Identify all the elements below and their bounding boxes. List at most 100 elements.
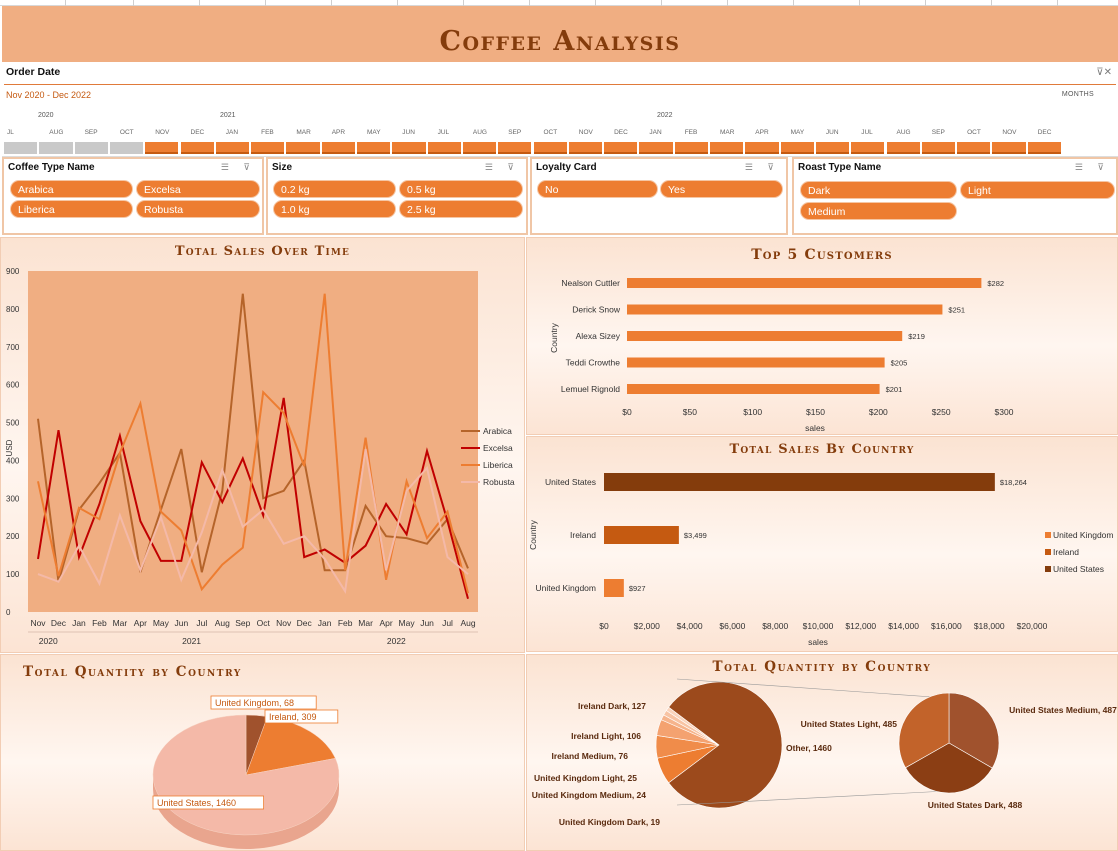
data-label: United Kingdom Dark, 19 [559,817,660,827]
multiselect-clear-icon[interactable]: ☰ ⊽ [744,162,780,172]
chip-light[interactable]: Light [960,181,1115,199]
timeline-segment-selected[interactable] [498,142,532,154]
x-tick-label: Jan [72,618,86,628]
title-banner: Coffee Analysis [2,6,1118,62]
bar [627,278,982,288]
chip-excelsa[interactable]: Excelsa [136,180,260,198]
timeline-segment-selected[interactable] [957,142,991,154]
order-date-timeline[interactable]: Order Date ⊽✕ Nov 2020 - Dec 2022 MONTHS… [2,62,1118,157]
x-tick-label: Jul [442,618,453,628]
timeline-segment-selected[interactable] [462,142,497,154]
chip-liberica[interactable]: Liberica [10,200,133,218]
column-divider [859,0,860,6]
multiselect-clear-icon[interactable]: ☰ ⊽ [484,162,520,172]
data-label: United States, 1460 [157,798,236,808]
x-tick-label: Feb [92,618,107,628]
column-divider [331,0,332,6]
timeline-segment[interactable] [39,142,73,154]
timeline-month: AUG [472,129,487,136]
timeline-segment[interactable] [4,142,38,154]
timeline-segment-selected[interactable] [886,142,920,154]
timeline-segment[interactable] [109,142,144,154]
timeline-month: APR [331,129,346,136]
timeline-level-dropdown[interactable]: MONTHS [1061,91,1094,98]
x-tick-label: Apr [379,618,392,628]
timeline-month: SEP [84,129,98,136]
column-divider [397,0,398,6]
data-label: Other, 1460 [786,743,832,753]
pie-slice-secondary [898,692,950,769]
timeline-segment-selected[interactable] [1027,142,1061,154]
page-title: Coffee Analysis [439,26,681,57]
x-tick-label: $0 [622,407,632,417]
timeline-segment-selected[interactable] [992,142,1026,154]
chip-0-2kg[interactable]: 0.2 kg [273,180,396,198]
timeline-segment-selected[interactable] [215,142,250,154]
chip-medium[interactable]: Medium [800,202,957,220]
chip-robusta[interactable]: Robusta [136,200,260,218]
timeline-segment-selected[interactable] [780,142,814,154]
y-tick-label: 400 [6,456,20,465]
timeline-segment-selected[interactable] [604,142,638,154]
timeline-segment-selected[interactable] [145,142,179,154]
timeline-segment-selected[interactable] [321,142,355,154]
quantity-pie-chart: United Kingdom, 68 Ireland, 309 United Sta… [152,695,340,849]
timeline-segment-selected[interactable] [921,142,956,154]
chip-yes[interactable]: Yes [660,180,783,198]
timeline-month: JUN [825,129,839,136]
slicer-coffee-type: Coffee Type Name ☰ ⊽ Arabica Excelsa Lib… [2,157,264,235]
column-divider [529,0,530,6]
multiselect-clear-icon[interactable]: ☰ ⊽ [220,162,256,172]
data-label: United States Light, 485 [801,719,898,729]
chip-1-0kg[interactable]: 1.0 kg [273,200,396,218]
bar [604,579,624,597]
legend-label: Excelsa [483,443,513,453]
x-tick-label: $0 [599,621,609,631]
multiselect-clear-icon[interactable]: ☰ ⊽ [1074,162,1110,172]
timeline-segment-selected[interactable] [639,142,673,154]
data-label: $3,499 [684,531,707,540]
chip-2-5kg[interactable]: 2.5 kg [399,200,523,218]
chart-title: Total Quantity by Country [23,664,242,680]
data-label: United States Medium, 487 [1009,705,1117,715]
x-tick-label: $16,000 [931,621,962,631]
timeline-segment-selected[interactable] [674,142,708,154]
data-label: Ireland Light, 106 [571,731,641,741]
chip-arabica[interactable]: Arabica [10,180,133,198]
x-tick-label: Dec [297,618,313,628]
timeline-month: APR [755,129,769,136]
timeline-segment-selected[interactable] [745,142,779,154]
timeline-month: MAR [296,129,311,136]
column-divider [661,0,662,6]
timeline-segment-selected[interactable] [815,142,850,154]
legend-swatch [1045,549,1051,555]
category-label: Teddi Crowthe [566,358,621,368]
chip-no[interactable]: No [537,180,658,198]
category-label: Lemuel Rignold [561,384,620,394]
plot-area [28,271,478,612]
clear-filter-icon[interactable]: ⊽✕ [1096,67,1112,78]
timeline-month: JUN [402,129,415,136]
x-tick-label: May [153,618,170,628]
timeline-month: AUG [49,129,64,136]
column-divider [133,0,134,6]
timeline-month: NOV [1002,129,1017,136]
quantity-pie-panel: Total Quantity by Country United Kingdom… [0,654,525,851]
chart-title: Total Sales Over Time [174,244,351,259]
timeline-segment-selected[interactable] [251,142,285,154]
timeline-segment[interactable] [74,142,108,154]
timeline-segment-selected[interactable] [710,142,744,154]
timeline-segment-selected[interactable] [533,142,567,154]
legend-swatch [1045,532,1051,538]
timeline-segment-selected[interactable] [568,142,603,154]
timeline-segment-selected[interactable] [427,142,461,154]
timeline-segment-selected[interactable] [392,142,426,154]
timeline-segment-selected[interactable] [180,142,214,154]
chip-dark[interactable]: Dark [800,181,957,199]
timeline-segment-selected[interactable] [851,142,885,154]
timeline-month: MAR [720,129,735,136]
timeline-segment-selected[interactable] [286,142,320,154]
chip-0-5kg[interactable]: 0.5 kg [399,180,523,198]
slicer-title: Roast Type Name [798,162,882,173]
timeline-segment-selected[interactable] [357,142,391,154]
